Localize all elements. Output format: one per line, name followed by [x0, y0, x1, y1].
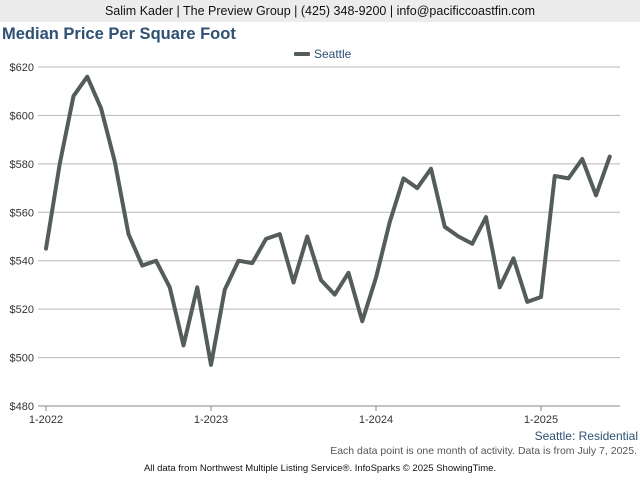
y-tick-label: $540: [10, 256, 34, 268]
data-point: [443, 225, 447, 229]
data-point: [402, 176, 406, 180]
data-point: [525, 300, 529, 304]
y-tick-label: $480: [10, 401, 34, 413]
data-point: [498, 285, 502, 289]
data-point: [594, 193, 598, 197]
data-point: [113, 159, 117, 163]
data-point: [319, 278, 323, 282]
data-point: [182, 343, 186, 347]
data-point: [388, 220, 392, 224]
data-point: [223, 288, 227, 292]
x-tick-label: 1-2022: [29, 414, 63, 426]
legend-label-seattle: Seattle: [314, 47, 352, 61]
y-tick-label: $500: [10, 353, 34, 365]
y-tick-label: $620: [10, 62, 34, 74]
contact-header: Salim Kader | The Preview Group | (425) …: [0, 0, 640, 22]
data-point: [58, 162, 62, 166]
source-footer: All data from Northwest Multiple Listing…: [143, 463, 497, 474]
data-point: [264, 237, 268, 241]
data-point: [512, 256, 516, 260]
data-point: [278, 232, 282, 236]
data-point: [608, 155, 612, 159]
data-point: [457, 235, 461, 239]
data-point: [305, 235, 309, 239]
data-point: [209, 363, 213, 367]
data-point: [72, 94, 76, 98]
data-point: [154, 259, 158, 263]
data-point: [470, 242, 474, 246]
data-point: [85, 75, 89, 79]
data-point: [567, 176, 571, 180]
data-point: [484, 215, 488, 219]
data-point: [580, 157, 584, 161]
data-point: [127, 232, 131, 236]
data-point: [539, 295, 543, 299]
data-point: [99, 106, 103, 110]
data-point: [553, 174, 557, 178]
y-tick-label: $600: [10, 110, 34, 122]
data-point: [44, 247, 48, 251]
legend: Seattle: [294, 46, 351, 62]
y-tick-label: $560: [10, 207, 34, 219]
series-line-seattle: [44, 74, 612, 367]
data-point: [140, 264, 144, 268]
data-point: [374, 276, 378, 280]
data-point: [360, 319, 364, 323]
series-caption: Seattle: Residential: [534, 429, 638, 443]
data-point: [415, 186, 419, 190]
data-point: [237, 259, 241, 263]
legend-swatch: [294, 52, 310, 56]
y-tick-label: $580: [10, 159, 34, 171]
data-point: [333, 293, 337, 297]
y-tick-label: $520: [10, 304, 34, 316]
data-note: Each data point is one month of activity…: [330, 445, 637, 457]
data-point: [347, 271, 351, 275]
x-tick-label: 1-2025: [524, 414, 558, 426]
data-point: [195, 285, 199, 289]
data-point: [429, 167, 433, 171]
data-point: [250, 261, 254, 265]
x-tick-label: 1-2023: [194, 414, 228, 426]
data-point: [292, 281, 296, 285]
chart-title: Median Price Per Square Foot: [2, 25, 236, 43]
data-point: [168, 285, 172, 289]
x-tick-label: 1-2024: [359, 414, 393, 426]
